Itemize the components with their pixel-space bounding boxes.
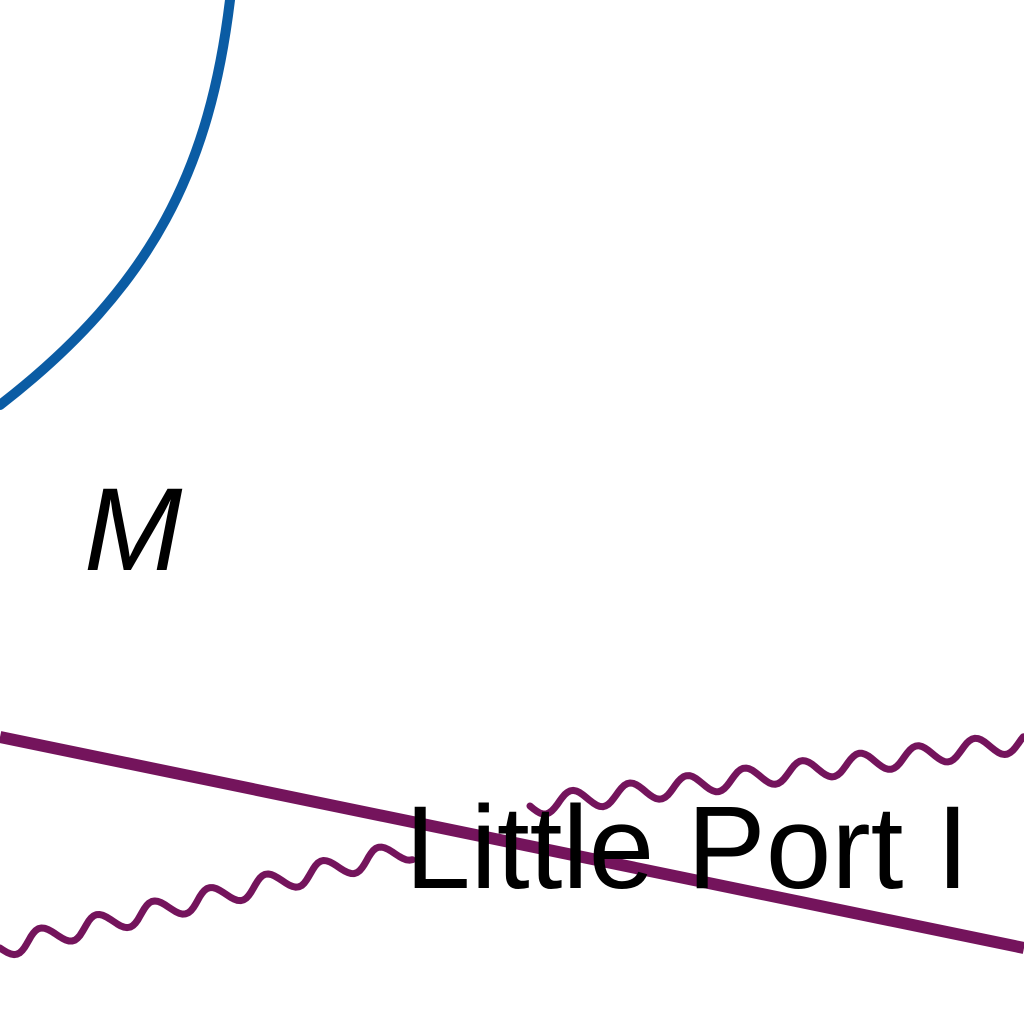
place-label: Little Port I — [405, 782, 969, 914]
purple-straight-line — [0, 731, 1024, 954]
map-symbol-label: M — [84, 464, 183, 596]
blue-curve-line — [0, 0, 235, 410]
purple-wavy-line-lower — [0, 843, 416, 959]
purple-wavy-line-upper — [526, 733, 1024, 818]
